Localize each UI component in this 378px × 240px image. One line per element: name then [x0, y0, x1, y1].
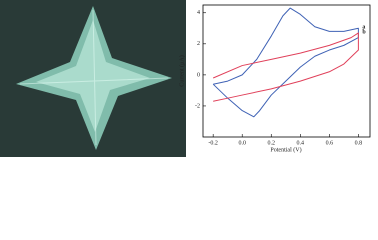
y-tick-label: 2 — [197, 41, 200, 47]
x-tick-label: 0.6 — [326, 140, 334, 146]
sem-image — [0, 0, 186, 157]
x-tick-label: -0.2 — [208, 140, 218, 146]
x-tick-label: 0.2 — [268, 140, 276, 146]
y-tick-label: -2 — [195, 103, 200, 109]
series-label: a — [362, 25, 365, 31]
x-tick-label: 0.4 — [297, 140, 305, 146]
figure: Potential (V) Current (μA) -0.2 0.0 0.2 0.4… — [0, 0, 371, 157]
plot-frame — [202, 4, 371, 138]
cv-curve — [212, 32, 359, 102]
series-label: b — [362, 29, 366, 35]
cv-curve — [212, 7, 359, 118]
y-axis-label: Current (μA) — [178, 55, 185, 86]
x-axis-label: Potential (V) — [270, 146, 301, 153]
y-tick-label: 0 — [197, 72, 200, 78]
x-tick-label: 0.0 — [238, 140, 246, 146]
x-tick-label: 0.8 — [355, 140, 363, 146]
chart: Potential (V) Current (μA) -0.2 0.0 0.2 0.4… — [0, 0, 371, 157]
y-tick-label: 4 — [197, 10, 200, 16]
